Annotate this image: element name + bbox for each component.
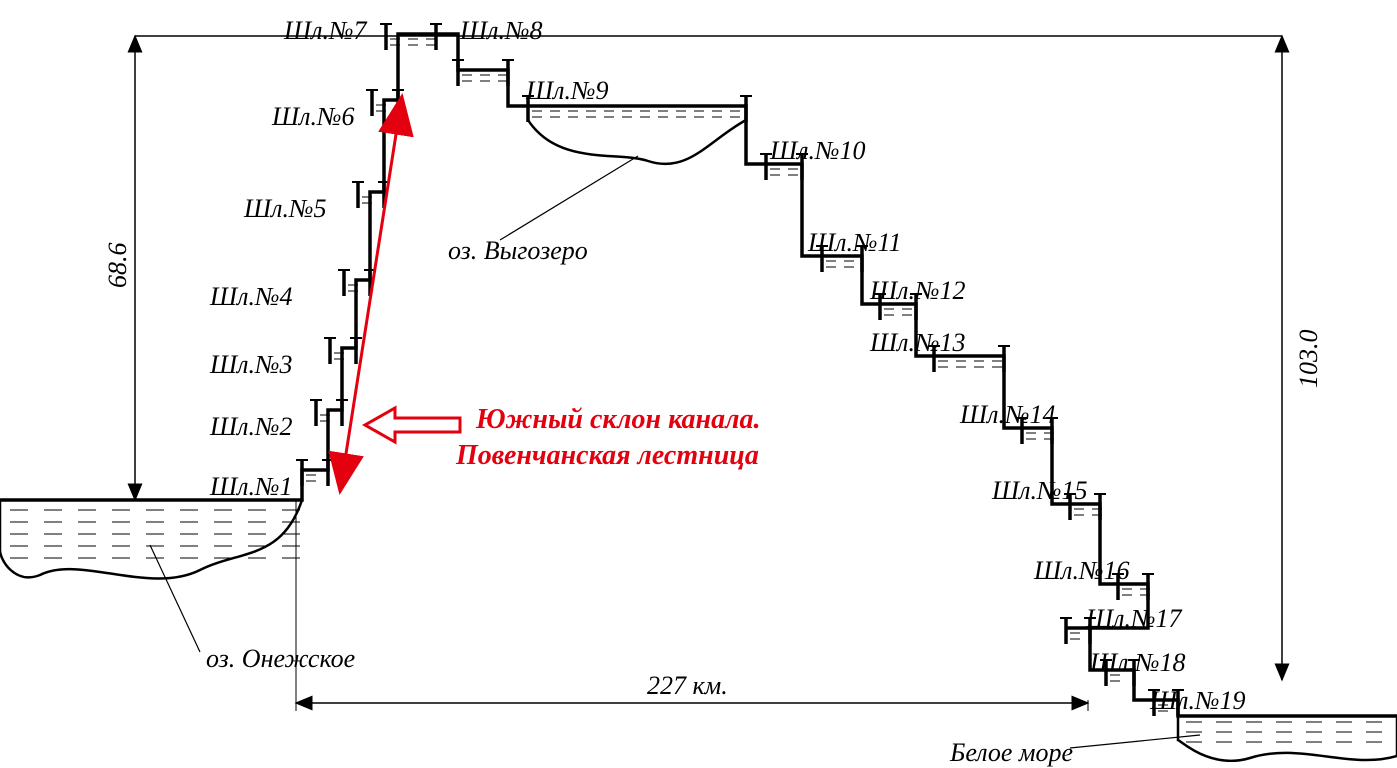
lock-label-9: Шл.№9 (526, 76, 608, 106)
lock-label-11: Шл.№11 (808, 228, 902, 258)
lock-label-8: Шл.№8 (460, 16, 542, 46)
lock-label-13: Шл.№13 (870, 328, 965, 358)
lake-onega-label: оз. Онежское (206, 644, 355, 674)
annotation-line-2: Повенчанская лестница (456, 440, 759, 472)
lake-vygozero-label: оз. Выгозеро (448, 236, 588, 266)
lock-label-18: Шл.№18 (1090, 648, 1185, 678)
lock-label-4: Шл.№4 (210, 282, 292, 312)
white-sea-label: Белое море (950, 738, 1073, 768)
dim-left-height: 68.6 (103, 243, 133, 289)
lock-label-3: Шл.№3 (210, 350, 292, 380)
lock-label-7: Шл.№7 (284, 16, 366, 46)
dim-right-height: 103.0 (1294, 330, 1324, 389)
dim-length: 227 км. (647, 671, 728, 701)
lock-label-19: Шл.№19 (1150, 686, 1245, 716)
lock-label-16: Шл.№16 (1034, 556, 1129, 586)
canal-profile-diagram: Шл.№1 Шл.№2 Шл.№3 Шл.№4 Шл.№5 Шл.№6 Шл.№7 Шл.№8… (0, 0, 1397, 762)
lock-label-2: Шл.№2 (210, 412, 292, 442)
lock-label-10: Шл.№10 (770, 136, 865, 166)
lock-label-14: Шл.№14 (960, 400, 1055, 430)
lock-label-1: Шл.№1 (210, 472, 292, 502)
lock-label-15: Шл.№15 (992, 476, 1087, 506)
lock-label-17: Шл.№17 (1086, 604, 1181, 634)
lock-label-12: Шл.№12 (870, 276, 965, 306)
annotation-line-1: Южный склон канала. (476, 404, 760, 436)
lock-label-5: Шл.№5 (244, 194, 326, 224)
lock-label-6: Шл.№6 (272, 102, 354, 132)
